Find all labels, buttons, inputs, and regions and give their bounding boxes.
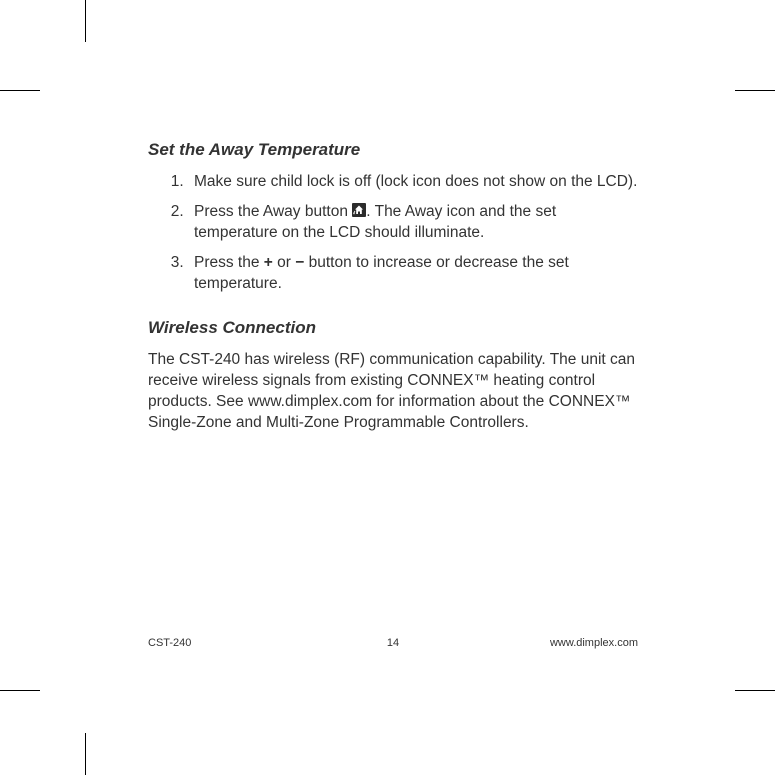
crop-mark [735,90,775,91]
heading-wireless: Wireless Connection [148,318,638,338]
crop-mark [85,733,86,775]
minus-symbol: − [295,254,304,271]
step-2-before: Press the Away button [194,203,352,220]
crop-mark [735,690,775,691]
step-2: Press the Away button . The Away icon an… [188,202,638,243]
step-1-text: Make sure child lock is off (lock icon d… [194,173,637,190]
footer: CST-240 14 www.dimplex.com [148,637,638,649]
step-3-p2: or [273,254,295,271]
away-icon [352,203,366,217]
wireless-paragraph: The CST-240 has wireless (RF) communicat… [148,350,638,433]
crop-mark [0,690,40,691]
crop-mark [0,90,40,91]
plus-symbol: + [264,254,273,271]
footer-page-number: 14 [387,637,399,649]
heading-away-temperature: Set the Away Temperature [148,140,638,160]
step-3-p1: Press the [194,254,264,271]
footer-url: www.dimplex.com [550,637,638,649]
content-area: Set the Away Temperature Make sure child… [148,140,638,433]
crop-mark [85,0,86,42]
step-3: Press the + or − button to increase or d… [188,253,638,294]
footer-model: CST-240 [148,637,191,649]
steps-list: Make sure child lock is off (lock icon d… [148,172,638,294]
page: Set the Away Temperature Make sure child… [0,0,775,775]
step-1: Make sure child lock is off (lock icon d… [188,172,638,192]
